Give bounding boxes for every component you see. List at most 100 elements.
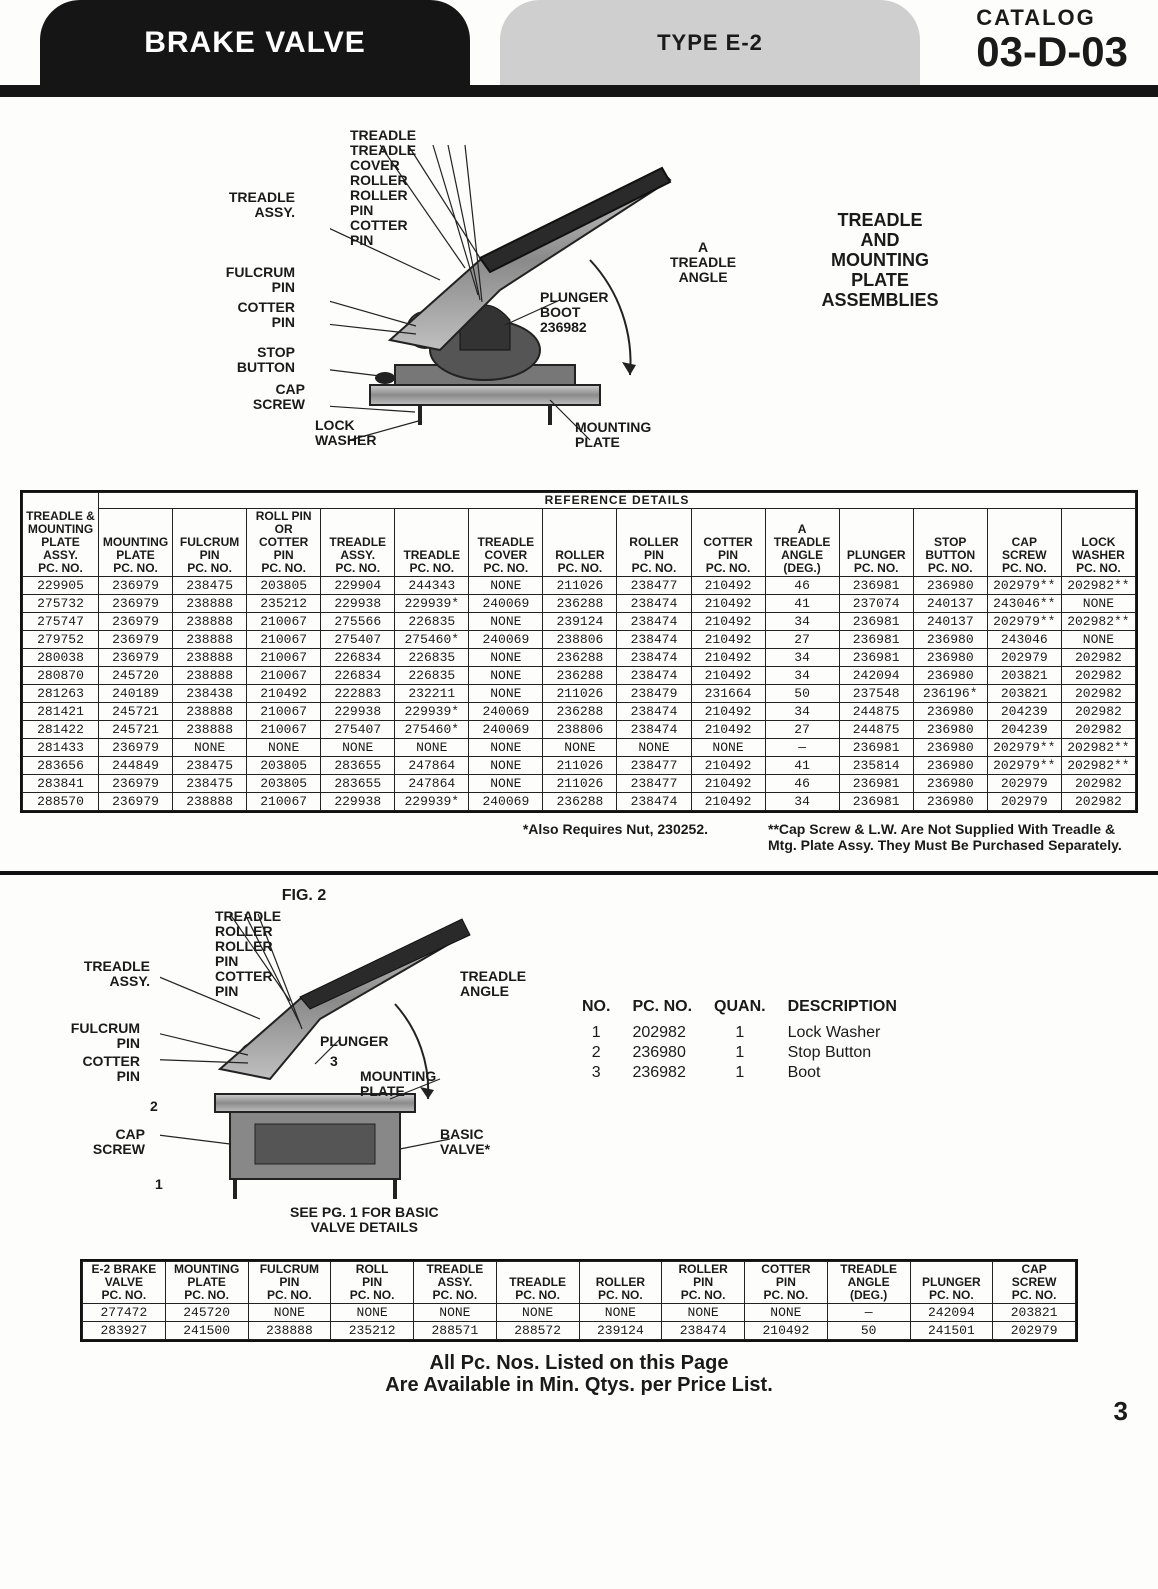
table-cell: 236979 [99,613,173,631]
table-cell: 241501 [910,1322,993,1340]
table-cell: 236980 [913,703,987,721]
table-cell: 203821 [987,667,1061,685]
table-cell: 204239 [987,721,1061,739]
table-cell: 229938 [321,793,395,811]
table-cell: 236980 [913,649,987,667]
table-cell: 236979 [99,577,173,595]
table-cell: 283656 [23,757,99,775]
table-cell: NONE [247,739,321,757]
table-cell: 202979** [987,577,1061,595]
table-cell: NONE [469,757,543,775]
table-cell: NONE [691,739,765,757]
table-cell: 236979 [99,793,173,811]
table-cell: 236981 [839,793,913,811]
table-cell: 236980 [913,667,987,685]
table-cell: 238438 [173,685,247,703]
table-cell: 236979 [99,775,173,793]
table-cell: 238474 [617,667,691,685]
table-cell: 222883 [321,685,395,703]
table-cell: 245720 [99,667,173,685]
table-cell: 244849 [99,757,173,775]
table-cell: 247864 [395,775,469,793]
d2-treadle-assy: TREADLEASSY. [80,959,150,989]
table-cell: 243046** [987,595,1061,613]
table-cell: 210492 [691,775,765,793]
d2-note: SEE PG. 1 FOR BASICVALVE DETAILS [290,1205,439,1235]
diagram-2: TREADLEASSY. FULCRUMPIN COTTERPIN CAPSCR… [20,909,1138,1249]
table-cell: 236980 [913,775,987,793]
table-cell: 238474 [617,703,691,721]
footnote-star: *Also Requires Nut, 230252. [523,821,708,853]
table-cell: 238477 [617,775,691,793]
table-1: TREADLE &MOUNTINGPLATEASSY.PC. NO.REFERE… [22,492,1136,811]
table-cell: NONE [469,649,543,667]
table-cell: NONE [321,739,395,757]
table-cell: 239124 [543,613,617,631]
table-cell: NONE [617,739,691,757]
table-cell: 236980 [913,793,987,811]
table-cell: 211026 [543,685,617,703]
table-cell: 34 [765,649,839,667]
page-footer: 3 [0,1396,1158,1436]
table-2: E-2 BRAKEVALVEPC. NO.MOUNTINGPLATEPC. NO… [82,1261,1076,1340]
table-cell: 244875 [839,703,913,721]
table1-footnotes: *Also Requires Nut, 230252. **Cap Screw … [30,821,1128,853]
table-cell: 202979 [987,649,1061,667]
table-cell: 210067 [247,703,321,721]
table-cell: 288572 [496,1322,579,1340]
callout-treadle-assy: TREADLEASSY. [215,190,295,220]
table-cell: 236980 [913,577,987,595]
table-cell: 238888 [173,613,247,631]
table-cell: 226834 [321,649,395,667]
table-cell: 231664 [691,685,765,703]
table-cell: 27 [765,721,839,739]
callout-cotter-pin-l: COTTERPIN [225,300,295,330]
d2-basic-valve: BASICVALVE* [440,1127,490,1157]
table-cell: 238477 [617,577,691,595]
table-cell: 283655 [321,775,395,793]
table-cell: 245721 [99,721,173,739]
table-cell: NONE [1061,595,1135,613]
fig2-parts-table: NO.PC. NO.QUAN.DESCRIPTION12029821Lock W… [580,994,919,1084]
table-cell: 210067 [247,667,321,685]
d2-treadle-angle: TREADLEANGLE [460,969,526,999]
table-cell: 226835 [395,613,469,631]
table-cell: 210492 [691,793,765,811]
table-cell: 236979 [99,595,173,613]
table-cell: 275566 [321,613,395,631]
table-cell: 236288 [543,649,617,667]
table-cell: 229905 [23,577,99,595]
table-cell: 243046 [987,631,1061,649]
table-cell: 202982 [1061,793,1135,811]
table-cell: 238888 [173,667,247,685]
table-cell: — [827,1304,910,1322]
table-cell: 238474 [617,649,691,667]
table-cell: 210067 [247,613,321,631]
table-cell: 202982** [1061,739,1135,757]
table-cell: 288571 [414,1322,497,1340]
table-cell: 240069 [469,595,543,613]
table-cell: 203821 [993,1304,1076,1322]
table-cell: NONE [469,667,543,685]
header-strip [0,85,1158,97]
table-cell: 210067 [247,793,321,811]
table-cell: 240189 [99,685,173,703]
table-cell: NONE [579,1304,662,1322]
table-cell: 238475 [173,577,247,595]
table-cell: 280870 [23,667,99,685]
table-cell: 202979** [987,739,1061,757]
table-cell: 202982** [1061,613,1135,631]
table-cell: 210492 [691,649,765,667]
table-cell: 236979 [99,739,173,757]
d2-fulcrum-pin: FULCRUMPIN [65,1021,140,1051]
table-cell: 229939* [395,703,469,721]
table-cell: 236980 [913,631,987,649]
table-cell: 210067 [247,721,321,739]
table-cell: NONE [331,1304,414,1322]
header-title-grey: TYPE E-2 [500,0,920,85]
table-cell: 238888 [173,721,247,739]
table-cell: 238475 [173,757,247,775]
table-cell: 50 [827,1322,910,1340]
table-cell: 238474 [662,1322,745,1340]
table-cell: 238888 [173,595,247,613]
